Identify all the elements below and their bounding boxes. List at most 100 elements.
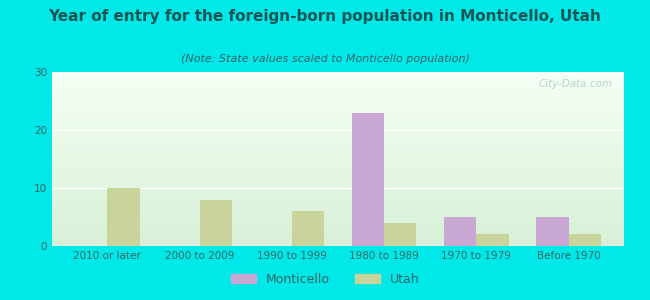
Bar [52, 98, 624, 100]
Bar [52, 109, 624, 110]
Bar [52, 126, 624, 128]
Bar [52, 211, 624, 213]
Bar [52, 180, 624, 182]
Bar [52, 229, 624, 230]
Bar [52, 102, 624, 103]
Bar [52, 197, 624, 199]
Bar [52, 187, 624, 189]
Bar [52, 131, 624, 133]
Bar [52, 161, 624, 163]
Bar [52, 157, 624, 159]
Text: (Note: State values scaled to Monticello population): (Note: State values scaled to Monticello… [181, 54, 469, 64]
Bar [52, 81, 624, 82]
Bar [52, 138, 624, 140]
Bar [52, 196, 624, 197]
Bar [52, 241, 624, 242]
Bar [52, 94, 624, 96]
Bar [52, 239, 624, 241]
Bar [444, 217, 476, 246]
Bar [52, 136, 624, 138]
Bar [52, 204, 624, 206]
Bar [52, 244, 624, 246]
Bar [52, 236, 624, 237]
Bar [52, 103, 624, 105]
Bar [52, 88, 624, 89]
Bar [352, 112, 384, 246]
Bar [52, 220, 624, 222]
Bar [569, 234, 601, 246]
Bar [52, 84, 624, 86]
Bar [52, 168, 624, 169]
Bar [107, 188, 140, 246]
Bar [52, 110, 624, 112]
Bar [52, 206, 624, 208]
Bar [52, 237, 624, 239]
Bar [52, 124, 624, 126]
Bar [52, 209, 624, 211]
Bar [52, 215, 624, 216]
Bar [52, 218, 624, 220]
Bar [52, 202, 624, 204]
Bar [52, 121, 624, 122]
Bar [52, 77, 624, 79]
Bar [52, 150, 624, 152]
Bar [52, 74, 624, 76]
Bar [52, 222, 624, 224]
Legend: Monticello, Utah: Monticello, Utah [226, 268, 424, 291]
Bar [52, 227, 624, 229]
Bar [52, 201, 624, 203]
Bar [52, 185, 624, 187]
Bar [52, 79, 624, 81]
Text: Year of entry for the foreign-born population in Monticello, Utah: Year of entry for the foreign-born popul… [49, 9, 601, 24]
Bar [52, 116, 624, 117]
Bar [52, 89, 624, 91]
Bar [52, 232, 624, 234]
Bar [52, 173, 624, 175]
Bar [476, 234, 509, 246]
Bar [52, 122, 624, 124]
Bar [52, 114, 624, 116]
Bar [52, 164, 624, 166]
Bar [52, 105, 624, 107]
Bar [52, 119, 624, 121]
Bar [384, 223, 417, 246]
Bar [52, 234, 624, 236]
Bar [52, 107, 624, 109]
Bar [52, 100, 624, 102]
Bar [536, 217, 569, 246]
Bar [52, 155, 624, 157]
Bar [52, 208, 624, 209]
Bar [52, 175, 624, 176]
Bar [52, 199, 624, 201]
Bar [292, 211, 324, 246]
Text: City-Data.com: City-Data.com [538, 79, 612, 89]
Bar [52, 143, 624, 145]
Bar [52, 213, 624, 215]
Bar [52, 166, 624, 168]
Bar [52, 189, 624, 190]
Bar [52, 96, 624, 98]
Bar [52, 82, 624, 84]
Bar [52, 142, 624, 143]
Bar [52, 91, 624, 93]
Bar [52, 176, 624, 178]
Bar [52, 147, 624, 148]
Bar [52, 93, 624, 94]
Bar [52, 135, 624, 137]
Bar [52, 152, 624, 154]
Bar [52, 225, 624, 227]
Bar [52, 163, 624, 164]
Bar [52, 242, 624, 244]
Bar [52, 128, 624, 129]
Bar [52, 133, 624, 135]
Bar [52, 117, 624, 119]
Bar [52, 192, 624, 194]
Bar [52, 72, 624, 74]
Bar [52, 230, 624, 232]
Bar [52, 129, 624, 131]
Bar [52, 140, 624, 142]
Bar [52, 148, 624, 150]
Bar [52, 76, 624, 77]
Bar [52, 86, 624, 88]
Bar [52, 190, 624, 192]
